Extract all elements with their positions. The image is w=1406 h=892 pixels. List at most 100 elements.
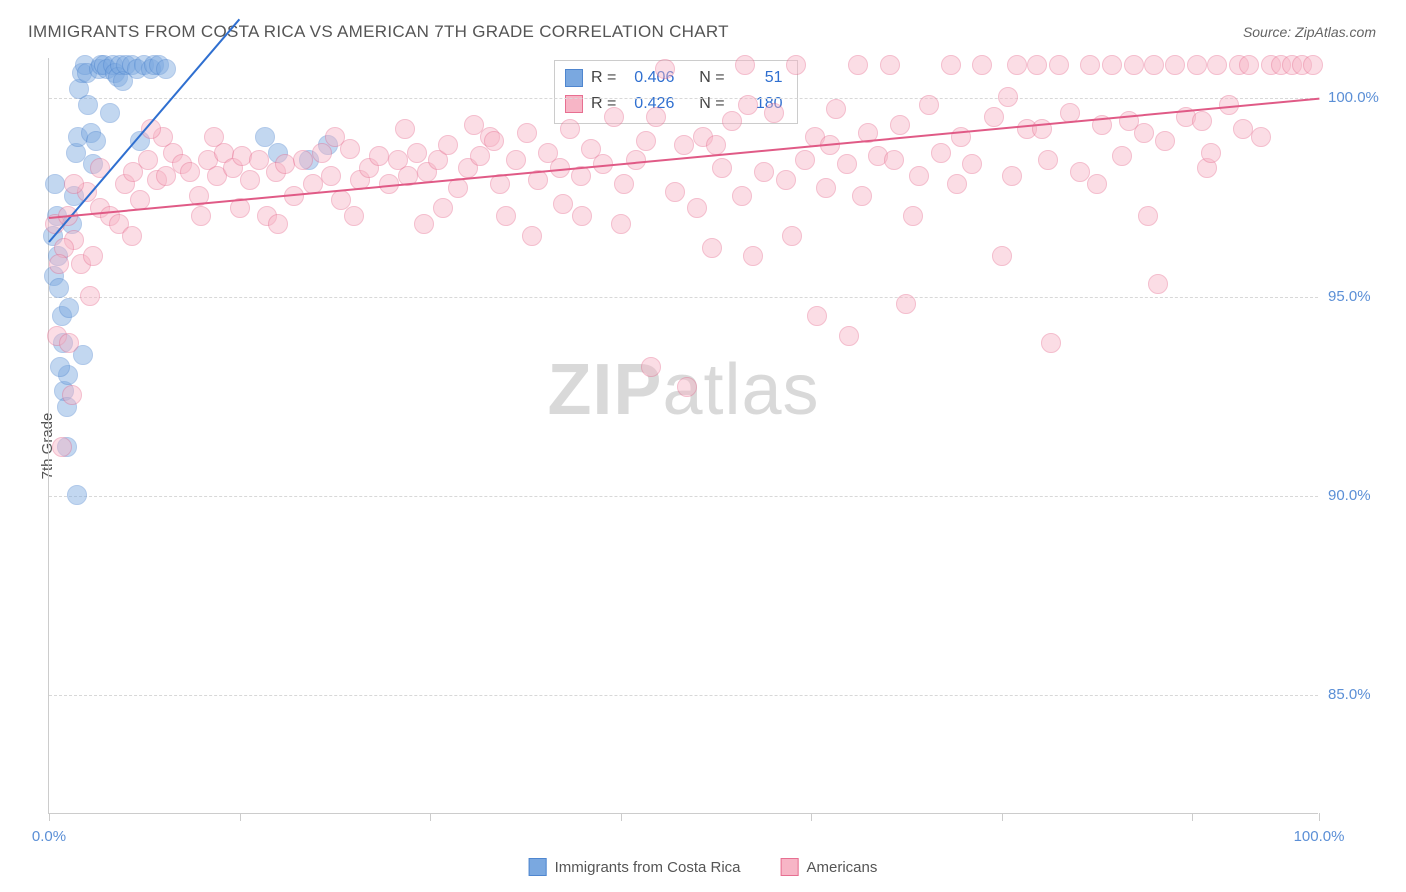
x-tick-label: 100.0% — [1294, 828, 1345, 845]
scatter-point — [464, 115, 484, 135]
scatter-point — [49, 278, 69, 298]
scatter-point — [156, 59, 176, 79]
scatter-point — [62, 385, 82, 405]
x-tick — [1319, 813, 1320, 821]
x-tick — [621, 813, 622, 821]
scatter-point — [100, 103, 120, 123]
scatter-point — [764, 103, 784, 123]
y-tick-label: 95.0% — [1328, 288, 1398, 305]
scatter-point — [59, 333, 79, 353]
scatter-point — [903, 206, 923, 226]
scatter-point — [1087, 174, 1107, 194]
scatter-point — [191, 206, 211, 226]
scatter-point — [1165, 55, 1185, 75]
scatter-point — [433, 198, 453, 218]
legend-label-costa-rica: Immigrants from Costa Rica — [555, 859, 741, 876]
scatter-point — [754, 162, 774, 182]
y-tick-label: 100.0% — [1328, 89, 1398, 106]
scatter-point — [560, 119, 580, 139]
scatter-point — [984, 107, 1004, 127]
scatter-point — [204, 127, 224, 147]
scatter-point — [1201, 143, 1221, 163]
scatter-point — [896, 294, 916, 314]
scatter-point — [890, 115, 910, 135]
gridline — [49, 695, 1318, 696]
y-tick-label: 90.0% — [1328, 487, 1398, 504]
scatter-point — [674, 135, 694, 155]
scatter-point — [738, 95, 758, 115]
scatter-point — [1138, 206, 1158, 226]
scatter-point — [1041, 333, 1061, 353]
scatter-point — [407, 143, 427, 163]
scatter-point — [782, 226, 802, 246]
stat-n-label: N = — [699, 91, 724, 117]
legend-label-americans: Americans — [807, 859, 878, 876]
scatter-point — [1032, 119, 1052, 139]
scatter-point — [611, 214, 631, 234]
scatter-point — [490, 174, 510, 194]
chart-source: Source: ZipAtlas.com — [1243, 24, 1376, 40]
scatter-point — [786, 55, 806, 75]
scatter-point — [572, 206, 592, 226]
chart-title: IMMIGRANTS FROM COSTA RICA VS AMERICAN 7… — [28, 22, 729, 42]
scatter-point — [1207, 55, 1227, 75]
scatter-point — [880, 55, 900, 75]
scatter-point — [1038, 150, 1058, 170]
scatter-point — [1002, 166, 1022, 186]
scatter-point — [553, 194, 573, 214]
scatter-point — [743, 246, 763, 266]
scatter-point — [1187, 55, 1207, 75]
x-tick-label: 0.0% — [32, 828, 66, 845]
scatter-point — [138, 150, 158, 170]
scatter-point — [972, 55, 992, 75]
scatter-point — [240, 170, 260, 190]
scatter-point — [249, 150, 269, 170]
scatter-point — [1027, 55, 1047, 75]
scatter-point — [325, 127, 345, 147]
scatter-point — [321, 166, 341, 186]
scatter-point — [776, 170, 796, 190]
scatter-point — [1144, 55, 1164, 75]
scatter-point — [655, 59, 675, 79]
scatter-point — [414, 214, 434, 234]
scatter-point — [665, 182, 685, 202]
scatter-point — [641, 357, 661, 377]
x-tick — [49, 813, 50, 821]
scatter-point — [1148, 274, 1168, 294]
scatter-point — [722, 111, 742, 131]
scatter-point — [1251, 127, 1271, 147]
bottom-legend: Immigrants from Costa Rica Americans — [529, 858, 878, 876]
scatter-point — [712, 158, 732, 178]
scatter-point — [64, 174, 84, 194]
plot-area: ZIPatlas R =0.406 N =51R =0.426 N =180 8… — [48, 58, 1318, 814]
scatter-point — [735, 55, 755, 75]
scatter-point — [1239, 55, 1259, 75]
scatter-point — [1049, 55, 1069, 75]
scatter-point — [1102, 55, 1122, 75]
scatter-point — [484, 131, 504, 151]
scatter-point — [312, 143, 332, 163]
scatter-point — [604, 107, 624, 127]
scatter-point — [732, 186, 752, 206]
x-tick — [430, 813, 431, 821]
scatter-point — [702, 238, 722, 258]
gridline — [49, 98, 1318, 99]
scatter-point — [837, 154, 857, 174]
scatter-point — [992, 246, 1012, 266]
scatter-point — [1155, 131, 1175, 151]
scatter-point — [919, 95, 939, 115]
scatter-point — [706, 135, 726, 155]
scatter-point — [677, 377, 697, 397]
scatter-point — [522, 226, 542, 246]
scatter-point — [86, 131, 106, 151]
source-name: ZipAtlas.com — [1295, 24, 1376, 40]
scatter-point — [67, 485, 87, 505]
scatter-point — [45, 174, 65, 194]
scatter-point — [293, 150, 313, 170]
swatch-costa-rica-icon — [529, 858, 547, 876]
scatter-point — [795, 150, 815, 170]
scatter-point — [517, 123, 537, 143]
scatter-point — [344, 206, 364, 226]
scatter-point — [947, 174, 967, 194]
scatter-point — [1192, 111, 1212, 131]
